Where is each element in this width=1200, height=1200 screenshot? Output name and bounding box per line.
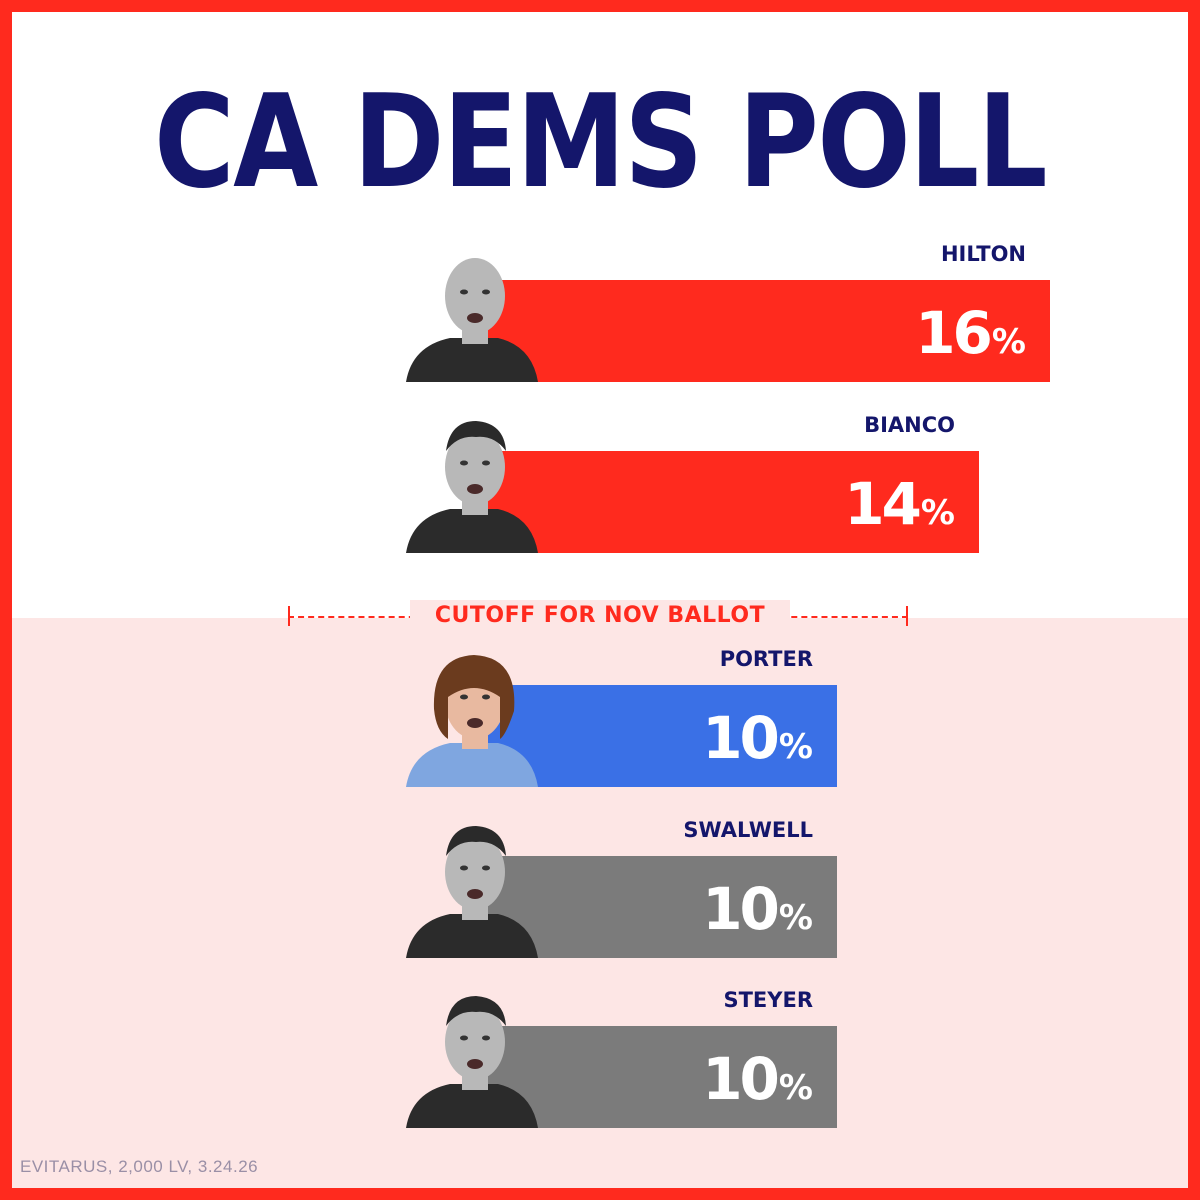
value-label: 10% [617,1034,813,1124]
percent-sign: % [778,1068,813,1108]
bar-bianco [482,451,979,553]
bar-hilton [482,280,1050,382]
value-number: 10 [702,704,780,772]
portrait-swalwell-icon [402,810,542,958]
candidate-name: PORTER [719,647,813,671]
value-label: 14% [759,459,955,549]
portrait-bianco-icon [402,405,542,553]
portrait-porter-icon [402,639,542,787]
bar-steyer [482,1026,837,1128]
percent-sign: % [778,727,813,767]
value-label: 16% [830,288,1026,378]
bar-swalwell [482,856,837,958]
chart-title: CA DEMS POLL [154,68,1048,217]
bar-row-porter: PORTER 10% [0,639,1200,799]
cutoff-line-right-cap [906,606,908,626]
value-number: 10 [702,1045,780,1113]
portrait-steyer-icon [402,980,542,1128]
bar-row-bianco: BIANCO 14% [0,405,1200,565]
cutoff-label: CUTOFF FOR NOV BALLOT [410,600,790,632]
value-label: 10% [617,693,813,783]
candidate-name: BIANCO [864,413,955,437]
candidate-name: SWALWELL [683,818,813,842]
portrait-hilton-icon [402,234,542,382]
cutoff-line-left-cap [288,606,290,626]
bar-row-hilton: HILTON 16% [0,234,1200,394]
bar-row-steyer: STEYER 10% [0,980,1200,1140]
value-label: 10% [617,864,813,954]
value-number: 14 [844,470,922,538]
percent-sign: % [991,322,1026,362]
source-note: EVITARUS, 2,000 LV, 3.24.26 [20,1157,259,1176]
bar-row-swalwell: SWALWELL 10% [0,810,1200,970]
bar-porter [482,685,837,787]
percent-sign: % [778,898,813,938]
value-number: 16 [915,299,993,367]
candidate-name: STEYER [723,988,813,1012]
percent-sign: % [920,493,955,533]
candidate-name: HILTON [940,242,1026,266]
value-number: 10 [702,875,780,943]
